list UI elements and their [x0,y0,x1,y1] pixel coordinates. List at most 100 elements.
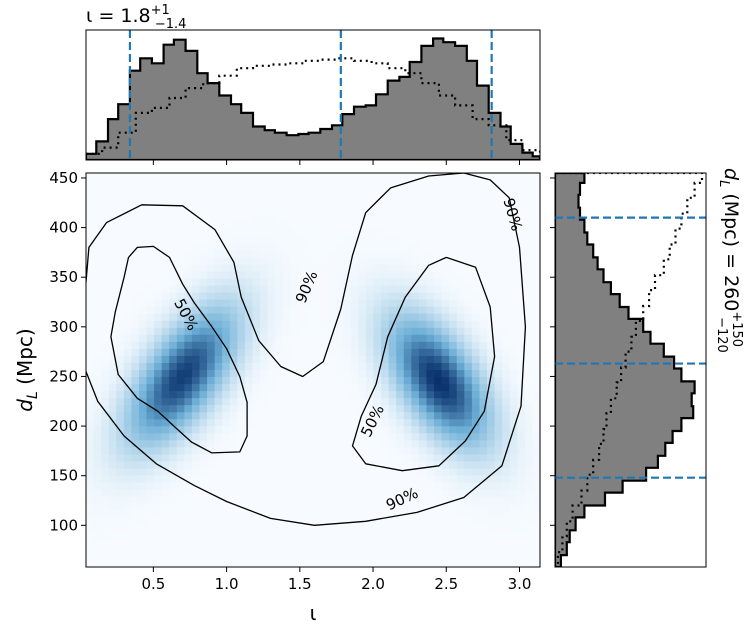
density-cell [494,320,503,329]
density-cell [93,524,102,533]
density-cell [471,524,481,533]
density-cell [411,362,420,371]
density-cell [154,313,163,322]
density-cell [494,510,503,519]
density-cell [373,475,382,484]
density-cell [101,208,110,216]
density-cell [487,173,496,181]
density-cell [131,278,140,287]
density-cell [403,348,412,357]
density-cell [411,250,420,259]
density-cell [313,370,322,378]
density-cell [365,180,375,188]
density-cell [532,384,540,392]
density-cell [365,334,375,343]
density-cell [502,440,511,448]
density-cell [396,327,405,336]
density-cell [509,531,518,540]
density-cell [123,215,132,223]
density-cell [494,355,503,364]
density-cell [320,362,329,371]
density-cell [267,496,276,505]
density-cell [123,362,132,371]
density-cell [275,531,284,540]
density-cell [252,180,261,188]
density-cell [502,222,511,230]
density-cell [396,355,405,364]
density-cell [123,370,132,378]
density-cell [93,475,102,484]
density-cell [290,489,299,498]
dL-marginal-panel: dL (Mpc) = 260+150−120 [550,168,744,568]
density-cell [388,517,397,526]
density-cell [471,426,481,434]
density-cell [441,482,450,491]
density-cell [328,257,337,266]
density-cell [297,440,307,448]
density-cell [146,440,155,448]
density-cell [328,320,337,329]
density-cell [464,517,473,526]
density-cell [388,327,397,336]
density-cell [138,524,148,533]
density-cell [517,362,526,371]
density-cell [131,348,140,357]
density-cell [260,222,269,230]
density-cell [222,222,231,230]
density-cell [207,475,216,484]
density-cell [297,215,307,223]
density-cell [252,243,261,251]
density-cell [169,299,178,308]
density-cell [464,201,473,209]
density-cell [343,510,352,519]
density-cell [290,341,299,350]
density-cell [532,482,540,491]
density-cell [456,412,465,420]
density-cell [479,194,488,202]
density-cell [207,468,216,477]
density-cell [184,292,193,301]
density-cell [176,454,185,463]
density-cell [214,229,223,237]
density-cell [237,524,246,533]
density-cell [441,524,450,533]
density-cell [320,243,329,251]
density-cell [108,559,117,567]
density-cell [502,398,511,406]
density-cell [131,236,140,244]
density-cell [101,384,110,392]
density-cell [154,412,163,420]
density-cell [532,419,540,427]
density-cell [214,377,223,385]
density-cell [222,559,231,567]
density-cell [426,187,435,195]
density-cell [381,538,390,547]
density-cell [403,187,412,195]
density-cell [161,489,170,498]
density-cell [494,489,503,498]
density-cell [471,405,481,413]
density-cell [260,362,269,371]
density-cell [479,327,488,336]
density-cell [471,355,481,364]
density-cell [138,377,148,385]
density-cell [154,447,163,456]
density-cell [237,496,246,505]
density-cell [101,559,110,567]
density-cell [146,334,155,343]
density-cell [373,264,382,273]
density-cell [199,503,208,512]
density-contours [86,173,527,526]
density-cell [161,482,170,491]
density-cell [260,391,269,399]
density-cell [426,405,435,413]
density-cell [282,447,291,456]
density-cell [320,475,329,484]
density-cell [108,229,117,237]
density-cell [123,264,132,273]
density-cell [509,496,518,505]
density-cell [418,475,428,484]
density-cell [267,306,276,315]
density-cell [116,538,125,547]
density-cell [471,278,481,287]
